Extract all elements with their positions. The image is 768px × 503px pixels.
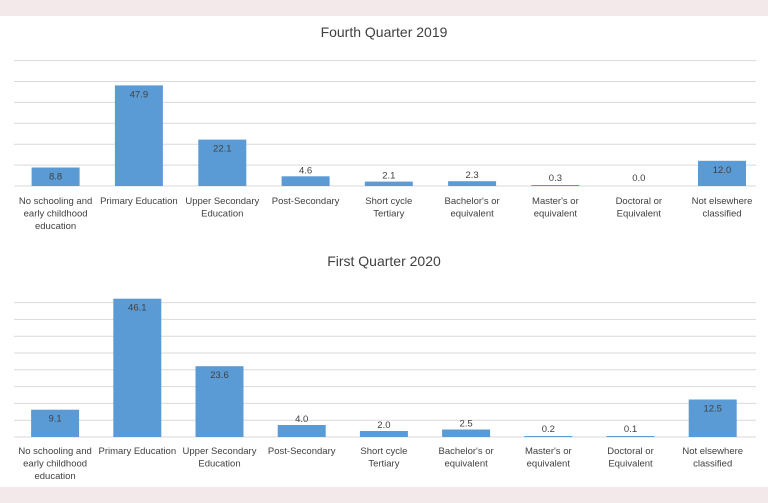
bar xyxy=(364,181,413,186)
category-label: Primary Education xyxy=(98,446,176,457)
data-label: 0.3 xyxy=(549,173,562,184)
data-label: 46.1 xyxy=(128,303,147,314)
data-label: 0.0 xyxy=(632,173,645,184)
data-label: 9.1 xyxy=(48,414,61,425)
data-label: 23.6 xyxy=(210,370,229,381)
data-label: 2.5 xyxy=(459,419,472,430)
category-label: Post-Secondary xyxy=(272,196,340,207)
bar xyxy=(606,436,655,437)
bar xyxy=(31,167,80,186)
chart-fourth-quarter-2019: Fourth Quarter 2019 8.8 No schooling and ea… xyxy=(14,24,756,232)
bar xyxy=(277,425,326,437)
data-label: 2.0 xyxy=(377,420,390,431)
bar xyxy=(113,298,162,437)
bar xyxy=(448,181,497,186)
category-label: Upper Secondary Education xyxy=(185,196,259,220)
category-label: No schooling and early childhood education xyxy=(19,196,92,232)
category-label: Upper Secondary Education xyxy=(183,446,257,470)
category-label: Master's or equivalent xyxy=(532,196,579,220)
category-label: Bachelor's or equivalent xyxy=(445,196,500,220)
data-label: 0.1 xyxy=(624,424,637,435)
category-label: Not elsewhere classified xyxy=(692,196,753,220)
bar xyxy=(114,85,163,186)
bar xyxy=(359,431,408,437)
category-label: Not elsewhere classified xyxy=(682,446,743,470)
category-label: Short cycle Tertiary xyxy=(365,196,412,220)
data-label: 2.1 xyxy=(382,171,395,182)
bar xyxy=(688,399,737,437)
category-label: Primary Education xyxy=(100,196,178,207)
bar xyxy=(698,160,746,186)
bar xyxy=(195,366,244,437)
data-label: 47.9 xyxy=(130,89,149,100)
data-label: 4.6 xyxy=(299,165,312,176)
data-label: 12.5 xyxy=(703,404,722,415)
bar xyxy=(281,176,330,186)
category-label: Post-Secondary xyxy=(268,446,336,457)
category-label: Bachelor's or equivalent xyxy=(439,446,494,470)
category-label: Master's or equivalent xyxy=(525,446,572,470)
data-label: 2.3 xyxy=(465,170,478,181)
data-label: 4.0 xyxy=(295,414,308,425)
data-label: 12.0 xyxy=(713,165,732,176)
bar xyxy=(531,185,580,186)
category-label: Doctoral or Equivalent xyxy=(616,196,662,220)
chart-title: First Quarter 2020 xyxy=(327,253,441,269)
bar xyxy=(198,139,247,186)
data-label: 0.2 xyxy=(542,424,555,435)
bar xyxy=(524,436,573,437)
chart-title: Fourth Quarter 2019 xyxy=(321,24,448,40)
bar xyxy=(442,429,491,437)
bar xyxy=(31,409,80,437)
category-label: No schooling and early childhood education xyxy=(18,446,91,482)
category-label: Short cycle Tertiary xyxy=(360,446,407,470)
data-label: 22.1 xyxy=(213,144,232,155)
chart-first-quarter-2020: First Quarter 2020 9.1 No schooling and ear… xyxy=(14,253,756,482)
data-label: 8.8 xyxy=(49,172,62,183)
category-label: Doctoral or Equivalent xyxy=(607,446,653,470)
